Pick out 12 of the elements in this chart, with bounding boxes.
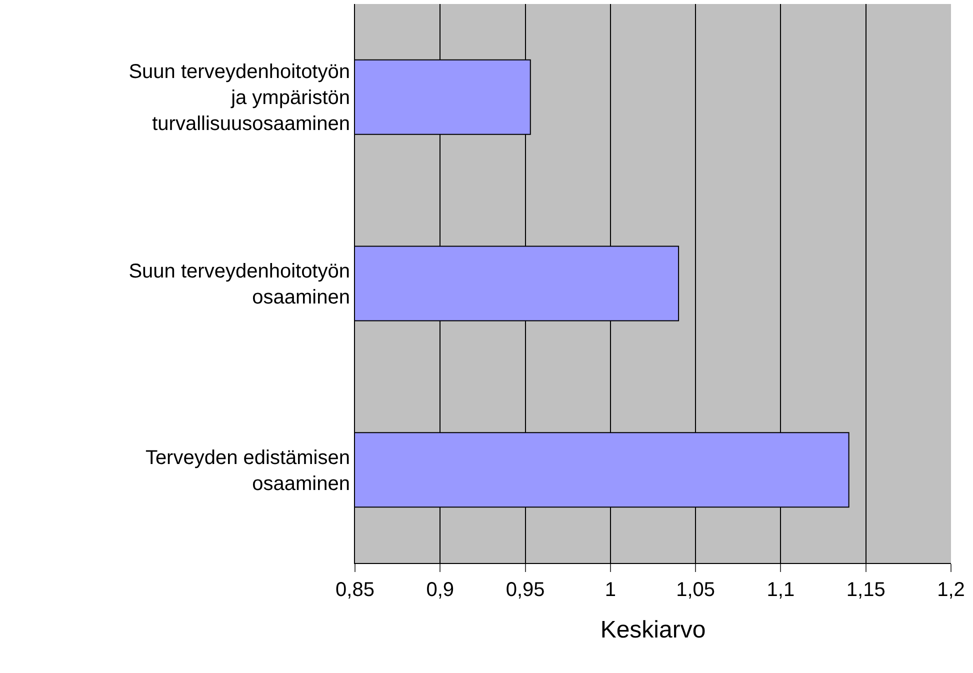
x-tick-label: 1 (604, 579, 616, 601)
x-tick-label: 0,95 (506, 579, 545, 601)
x-axis-title: Keskiarvo (600, 616, 706, 644)
x-tick-label: 1,1 (766, 579, 795, 601)
x-tick-label: 1,05 (676, 579, 716, 601)
y-tick-label: Terveyden edistämisen osaaminen (145, 446, 350, 495)
x-tick-label: 1,15 (846, 579, 886, 601)
y-tick-label: Suun terveydenhoitotyön ja ympäristön turvallisuusosaaminen (128, 61, 350, 136)
x-tick-label: 0,9 (426, 579, 454, 601)
y-tick-label: Suun terveydenhoitotyön osaaminen (128, 260, 350, 308)
x-tick-label: 1,2 (937, 579, 965, 601)
x-tick-label: 0,85 (336, 579, 374, 601)
